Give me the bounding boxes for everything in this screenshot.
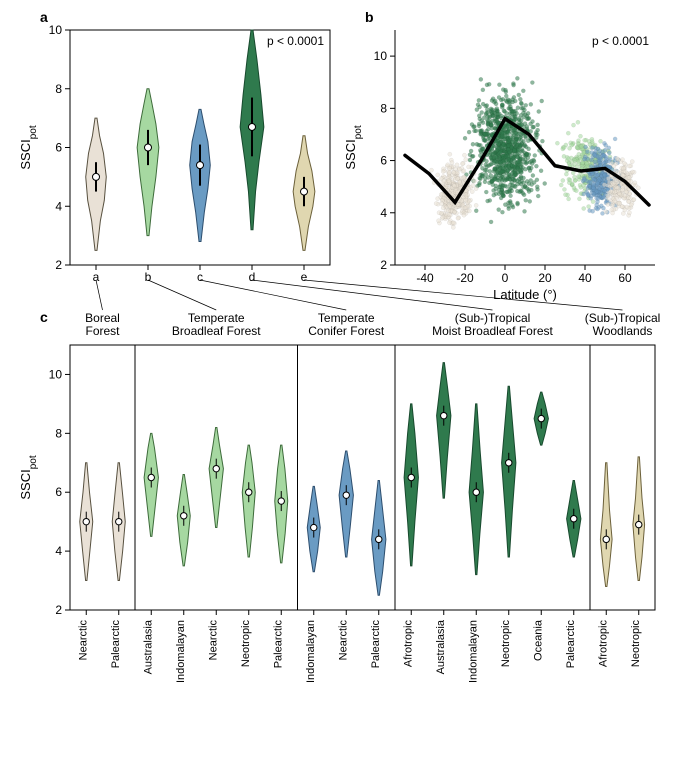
panel-c: c 2 4 6 8 10 SSCIpot Nearctic Palearctic BorealFo… bbox=[18, 280, 660, 683]
svg-text:0: 0 bbox=[502, 271, 509, 285]
svg-text:4: 4 bbox=[55, 544, 62, 558]
panel-c-xcat: Palearctic bbox=[565, 620, 577, 669]
group-title: Conifer Forest bbox=[308, 324, 385, 338]
panel-c-xcat: Afrotropic bbox=[597, 620, 609, 668]
panel-a-pvalue: p < 0.0001 bbox=[267, 34, 324, 48]
svg-text:2: 2 bbox=[55, 258, 62, 272]
svg-text:10: 10 bbox=[374, 49, 388, 63]
panel-a-xcat: c bbox=[197, 270, 203, 284]
panel-c-xcat: Palearctic bbox=[110, 620, 122, 669]
panel-a-xcat: b bbox=[145, 270, 152, 284]
svg-text:8: 8 bbox=[55, 426, 62, 440]
scatter-group bbox=[405, 76, 649, 229]
group-title: Temperate bbox=[318, 311, 375, 325]
group-title: Boreal bbox=[85, 311, 120, 325]
violin bbox=[600, 463, 612, 587]
group-title: Forest bbox=[85, 324, 120, 338]
svg-text:-40: -40 bbox=[416, 271, 434, 285]
panel-b-pvalue: p < 0.0001 bbox=[592, 34, 649, 48]
svg-text:8: 8 bbox=[55, 82, 62, 96]
panel-c-xcat: Nearctic bbox=[337, 620, 349, 661]
panel-c-xcat: Indomalayan bbox=[467, 620, 479, 683]
connector-line bbox=[200, 280, 346, 310]
panel-c-ylabel: SSCIpot bbox=[18, 455, 39, 499]
panel-b-label: b bbox=[365, 9, 374, 25]
svg-text:8: 8 bbox=[380, 101, 387, 115]
panel-b: b 2 4 6 8 10 -40 -20 0 20 40 60 Latitude (°) SSCIpot p… bbox=[343, 9, 655, 302]
panel-a-xcat: d bbox=[249, 270, 256, 284]
group-title: (Sub-)Tropical bbox=[455, 311, 531, 325]
svg-text:10: 10 bbox=[49, 23, 63, 37]
panel-c-xcat: Palearctic bbox=[272, 620, 284, 669]
connector-line bbox=[148, 280, 216, 310]
svg-text:4: 4 bbox=[55, 199, 62, 213]
svg-text:10: 10 bbox=[49, 367, 63, 381]
svg-text:6: 6 bbox=[55, 141, 62, 155]
panel-a: a246810SSCIpotp < 0.0001abcde bbox=[18, 9, 330, 284]
svg-text:-20: -20 bbox=[456, 271, 474, 285]
panel-b-ylabel: SSCIpot bbox=[343, 125, 364, 169]
panel-c-xcat: Australasia bbox=[435, 619, 447, 674]
panel-a-ylabel: SSCIpot bbox=[18, 125, 39, 169]
panel-c-xcat: Australasia bbox=[142, 619, 154, 674]
panel-c-xcat: Indomalayan bbox=[175, 620, 187, 683]
svg-text:6: 6 bbox=[55, 485, 62, 499]
panel-c-xcat: Neotropic bbox=[500, 620, 512, 668]
group-title: Temperate bbox=[188, 311, 245, 325]
panel-c-xcat: Afrotropic bbox=[402, 620, 414, 668]
panel-c-xcat: Nearctic bbox=[77, 620, 89, 661]
panel-a-xcat: e bbox=[301, 270, 308, 284]
panel-b-xlabel: Latitude (°) bbox=[493, 287, 557, 302]
panel-c-xcat: Indomalayan bbox=[305, 620, 317, 683]
group-title: (Sub-)Tropical bbox=[585, 311, 661, 325]
svg-text:40: 40 bbox=[578, 271, 592, 285]
panel-c-xcat: Nearctic bbox=[207, 620, 219, 661]
group-title: Moist Broadleaf Forest bbox=[432, 324, 553, 338]
panel-c-xcat: Neotropic bbox=[240, 620, 252, 668]
group-title: Woodlands bbox=[593, 324, 653, 338]
group-title: Broadleaf Forest bbox=[172, 324, 261, 338]
figure-svg: a246810SSCIpotp < 0.0001abcdeb246810-40-… bbox=[0, 0, 685, 757]
svg-text:20: 20 bbox=[538, 271, 552, 285]
connector-line bbox=[96, 280, 103, 310]
panel-c-xcat: Oceania bbox=[532, 619, 544, 661]
svg-text:4: 4 bbox=[380, 206, 387, 220]
panel-a-label: a bbox=[40, 9, 48, 25]
violin bbox=[437, 363, 451, 498]
panel-c-label: c bbox=[40, 309, 48, 325]
svg-text:2: 2 bbox=[380, 258, 387, 272]
panel-c-xcat: Neotropic bbox=[630, 620, 642, 668]
panel-c-xcat: Palearctic bbox=[370, 620, 382, 669]
svg-text:6: 6 bbox=[380, 154, 387, 168]
svg-text:2: 2 bbox=[55, 603, 62, 617]
svg-text:60: 60 bbox=[618, 271, 632, 285]
